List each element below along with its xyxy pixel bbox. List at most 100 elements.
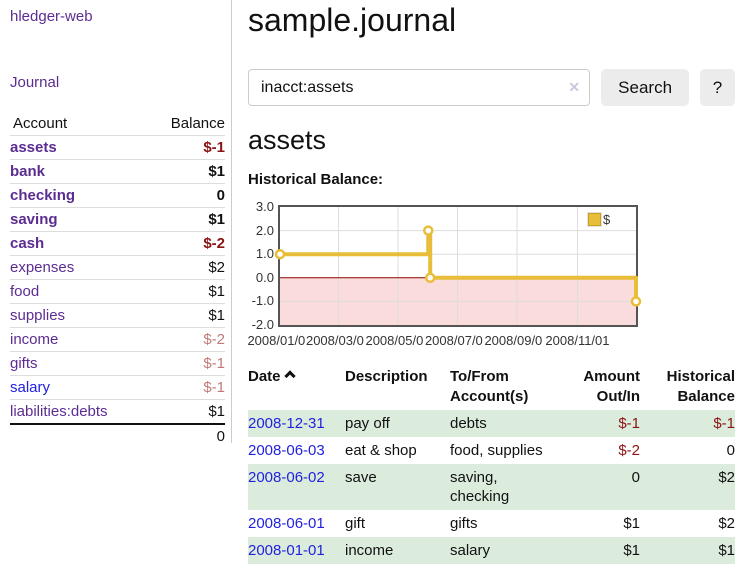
- transaction-amount: $-1: [618, 415, 640, 432]
- sidebar-account-link[interactable]: bank: [10, 163, 46, 180]
- accounts-total-row: 0: [10, 423, 225, 448]
- transaction-row: 2008-01-01 income salary $1 $1: [248, 537, 735, 564]
- transaction-date-link[interactable]: 2008-06-02: [248, 469, 325, 486]
- sidebar-account-link[interactable]: salary: [10, 379, 51, 396]
- transaction-balance: $2: [718, 515, 735, 532]
- register-header-description: Description: [345, 368, 428, 385]
- register-table: Date Description To/From Account(s) Amoun…: [248, 364, 735, 564]
- transaction-accounts: food, supplies: [450, 442, 543, 459]
- sidebar-account-link[interactable]: cash: [10, 235, 45, 252]
- sidebar-account-link[interactable]: gifts: [10, 355, 38, 372]
- accounts-header-row: Account Balance: [10, 112, 225, 136]
- x-axis-tick-label: 2008/05/01: [364, 333, 433, 348]
- account-row: expenses $2: [10, 255, 225, 280]
- help-button[interactable]: ?: [700, 69, 735, 106]
- x-axis-tick-label: 2008/03/01: [304, 333, 373, 348]
- account-balance: $1: [148, 399, 225, 424]
- legend-series-swatch: [588, 213, 601, 226]
- account-balance: $2: [148, 255, 225, 280]
- sidebar-account-link[interactable]: saving: [10, 211, 58, 228]
- transaction-balance: $1: [718, 542, 735, 559]
- account-title: assets: [248, 125, 327, 155]
- chart-title: Historical Balance:: [248, 171, 384, 188]
- accounts-total-value: 0: [148, 423, 225, 448]
- x-axis-tick-label: 2008/01/01: [246, 333, 314, 348]
- transaction-accounts: saving, checking: [450, 469, 510, 505]
- transaction-date-link[interactable]: 2008-06-01: [248, 515, 325, 532]
- account-balance: 0: [148, 183, 225, 208]
- y-axis-tick-label: 2.0: [255, 222, 274, 238]
- sort-ascending-icon: [283, 370, 296, 382]
- y-axis-tick-label: 3.0: [255, 199, 274, 214]
- sidebar-account-link[interactable]: income: [10, 331, 59, 348]
- sidebar-account-link[interactable]: food: [10, 283, 40, 300]
- transaction-accounts: debts: [450, 415, 487, 432]
- account-row: gifts $-1: [10, 351, 225, 376]
- account-row: income $-2: [10, 327, 225, 352]
- account-balance: $-1: [148, 135, 225, 160]
- y-axis-tick-label: -1.0: [251, 293, 274, 309]
- sidebar-account-link[interactable]: expenses: [10, 259, 75, 276]
- sidebar-account-link[interactable]: liabilities:debts: [10, 403, 108, 420]
- date-header-label: Date: [248, 368, 281, 385]
- account-balance: $-2: [148, 231, 225, 256]
- transaction-amount: $1: [623, 515, 640, 532]
- account-row: salary $-1: [10, 375, 225, 400]
- sidebar-account-link[interactable]: supplies: [10, 307, 66, 324]
- account-row: bank $1: [10, 159, 225, 184]
- legend-series-label: $: [603, 212, 611, 227]
- transaction-amount: 0: [631, 469, 640, 486]
- accounts-header-balance: Balance: [170, 115, 225, 132]
- transaction-description: gift: [345, 515, 366, 532]
- x-axis-tick-label: 2008/07/01: [423, 333, 492, 348]
- transaction-amount: $1: [623, 542, 640, 559]
- page-title: sample.journal: [248, 2, 457, 38]
- sidebar-account-link[interactable]: checking: [10, 187, 76, 204]
- account-row: assets $-1: [10, 135, 225, 160]
- account-balance: $1: [148, 279, 225, 304]
- sidebar-account-link[interactable]: assets: [10, 139, 57, 156]
- accounts-table: Account Balance assets $-1 bank $1 checking 0…: [10, 112, 225, 448]
- clear-search-icon[interactable]: ✕: [568, 79, 581, 95]
- transaction-date-link[interactable]: 2008-06-03: [248, 442, 325, 459]
- search-button[interactable]: Search: [601, 69, 690, 106]
- transaction-description: eat & shop: [345, 442, 417, 459]
- search-bar: ✕ Search ?: [248, 69, 735, 106]
- historical-balance-chart: 3.0 2.0 1.0 0.0 -1.0 -2.0 2008/01/01 2008/03/01…: [246, 199, 735, 351]
- y-axis-tick-label: 0.0: [255, 269, 274, 285]
- account-balance: $-1: [148, 375, 225, 400]
- transaction-amount: $-2: [618, 442, 640, 459]
- sidebar-item-journal[interactable]: Journal: [10, 74, 60, 91]
- register-header-date[interactable]: Date: [248, 364, 345, 410]
- account-row: supplies $1: [10, 303, 225, 328]
- transaction-date-link[interactable]: 2008-01-01: [248, 542, 325, 559]
- transaction-description: income: [345, 542, 394, 559]
- brand-link[interactable]: hledger-web: [10, 8, 93, 25]
- transaction-balance: $-1: [713, 415, 735, 432]
- accounts-total-spacer: [10, 423, 149, 448]
- search-box: ✕: [248, 69, 591, 106]
- account-row: liabilities:debts $1: [10, 399, 225, 424]
- accounts-header-account: Account: [13, 115, 68, 132]
- register-header-balance: Historical Balance: [666, 368, 735, 405]
- transaction-row: 2008-12-31 pay off debts $-1 $-1: [248, 410, 735, 437]
- search-input[interactable]: [248, 69, 591, 106]
- x-axis-tick-label: 2008/09/01: [483, 333, 551, 348]
- account-balance: $-1: [148, 351, 225, 376]
- transaction-balance: 0: [726, 442, 735, 459]
- transaction-description: pay off: [345, 415, 390, 432]
- x-axis-tick-label: 2008/11/01: [543, 333, 612, 348]
- transaction-row: 2008-06-03 eat & shop food, supplies $-2 0: [248, 437, 735, 464]
- chart-plot-area: [274, 205, 642, 327]
- account-balance: $-2: [148, 327, 225, 352]
- transaction-description: save: [345, 469, 377, 486]
- transaction-date-link[interactable]: 2008-12-31: [248, 415, 325, 432]
- register-header-amount: Amount Out/In: [583, 368, 640, 405]
- register-header-row: Date Description To/From Account(s) Amoun…: [248, 364, 735, 410]
- y-axis-tick-label: -2.0: [251, 317, 274, 332]
- account-balance: $1: [148, 207, 225, 232]
- account-row: saving $1: [10, 207, 225, 232]
- transaction-accounts: salary: [450, 542, 491, 559]
- account-balance: $1: [148, 159, 225, 184]
- chart-legend: $: [588, 212, 610, 227]
